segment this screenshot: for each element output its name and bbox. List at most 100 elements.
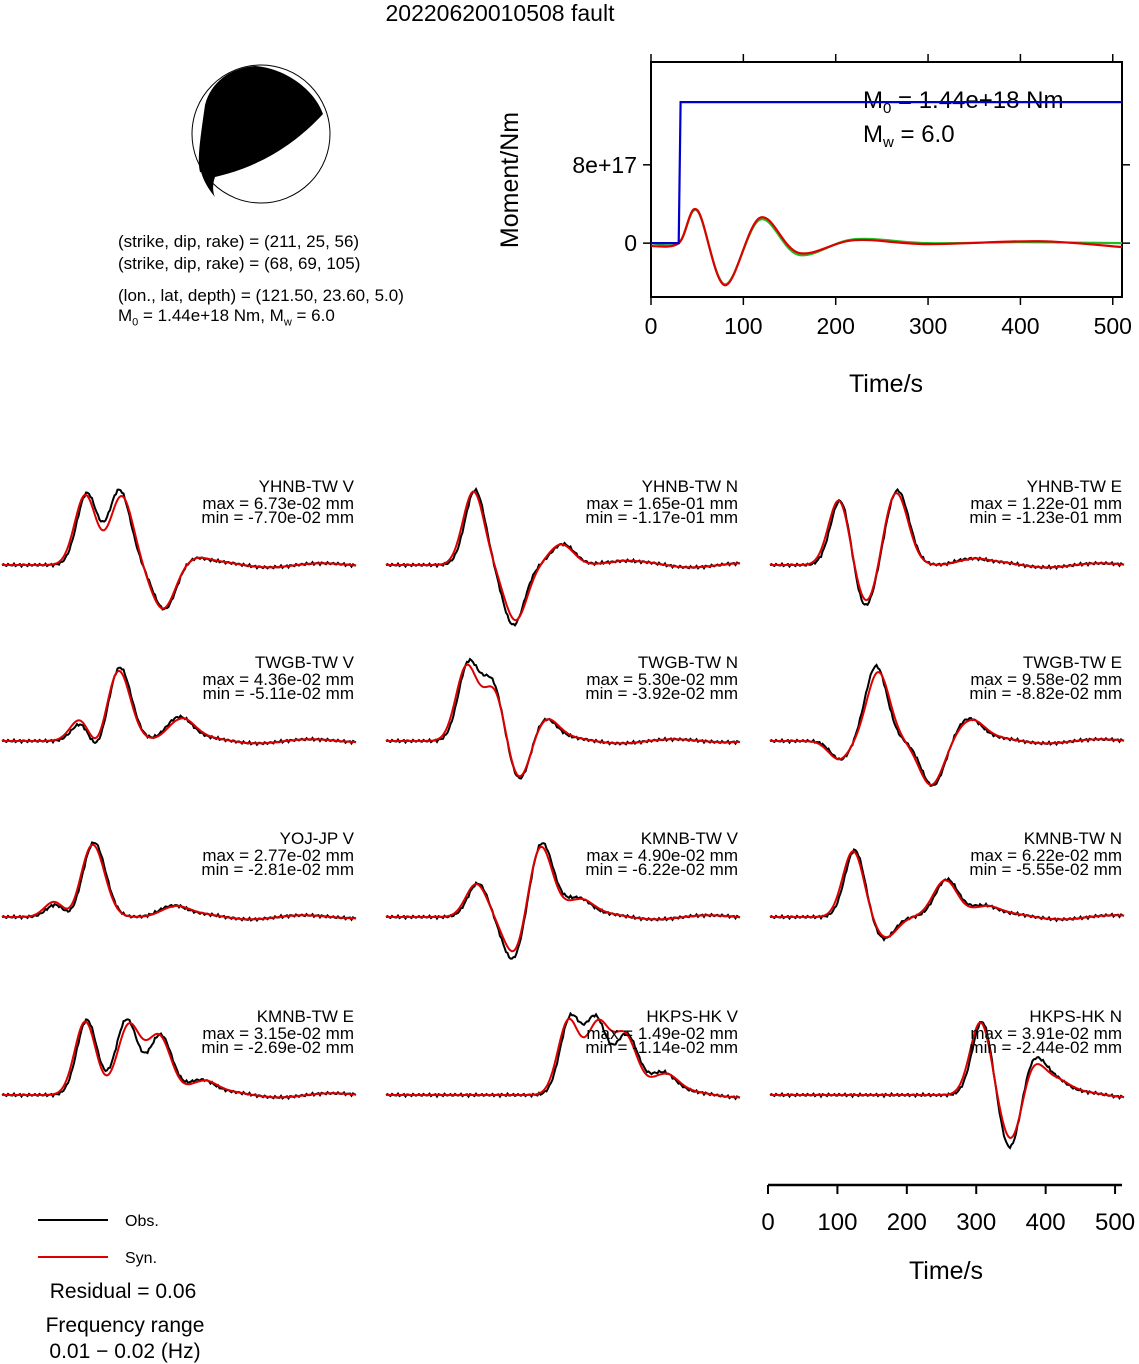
station-name: TWGB-TW E bbox=[1023, 653, 1122, 672]
moment-x-tick-label: 400 bbox=[1001, 313, 1039, 339]
legend-syn-label: Syn. bbox=[125, 1250, 157, 1267]
synthetic-waveform bbox=[386, 490, 741, 622]
legend: Obs. Syn. bbox=[38, 1213, 159, 1267]
moment-m0-label: M0 = 1.44e+18 Nm bbox=[863, 87, 1063, 117]
frequency-range-label: Frequency range bbox=[45, 1314, 205, 1337]
station-min: min = -1.14e-02 mm bbox=[585, 1038, 738, 1057]
time-axis-tick-label: 100 bbox=[817, 1209, 857, 1236]
moment-function-chart: Moment/Nm Time/s M0 = 1.44e+18 Nm Mw = 6… bbox=[496, 54, 1132, 398]
synthetic-waveform bbox=[770, 671, 1125, 786]
frequency-range-value: 0.01 − 0.02 (Hz) bbox=[49, 1340, 201, 1363]
station-min: min = -5.55e-02 mm bbox=[969, 860, 1122, 879]
event-location: (lon., lat, depth) = (121.50, 23.60, 5.0… bbox=[118, 286, 404, 305]
moment-plot-frame bbox=[650, 61, 1123, 298]
nodal-plane-1: (strike, dip, rake) = (211, 25, 56) bbox=[118, 232, 360, 251]
time-axis-tick-label: 400 bbox=[1026, 1209, 1066, 1236]
station-max: max = 5.30e-02 mm bbox=[586, 670, 738, 689]
station-name: HKPS-HK V bbox=[646, 1007, 738, 1026]
station-max: max = 6.73e-02 mm bbox=[202, 494, 354, 513]
station-max: max = 1.22e-01 mm bbox=[970, 494, 1122, 513]
station-min: min = -7.70e-02 mm bbox=[201, 508, 354, 527]
moment-function-line bbox=[651, 101, 1122, 245]
synthetic-waveform bbox=[386, 1017, 741, 1099]
station-max: max = 4.36e-02 mm bbox=[202, 670, 354, 689]
moment-y-tick-label: 0 bbox=[624, 230, 637, 256]
station-name: KMNB-TW N bbox=[1024, 829, 1122, 848]
time-axis-tick-label: 200 bbox=[887, 1209, 927, 1236]
time-axis-tick-label: 0 bbox=[761, 1209, 774, 1236]
station-max: max = 1.49e-02 mm bbox=[586, 1024, 738, 1043]
moment-y-tick-label: 8e+17 bbox=[572, 152, 637, 178]
station-name: YHNB-TW N bbox=[642, 477, 738, 496]
station-min: min = -5.11e-02 mm bbox=[203, 684, 354, 703]
station-min: min = -8.82e-02 mm bbox=[969, 684, 1122, 703]
station-max: max = 1.65e-01 mm bbox=[586, 494, 738, 513]
moment-x-tick-label: 500 bbox=[1094, 313, 1132, 339]
station-min: min = -2.69e-02 mm bbox=[201, 1038, 354, 1057]
station-max: max = 3.91e-02 mm bbox=[970, 1024, 1122, 1043]
moment-y-axis-label: Moment/Nm bbox=[496, 112, 524, 248]
station-min: min = -1.17e-01 mm bbox=[585, 508, 738, 527]
station-name: TWGB-TW V bbox=[255, 653, 355, 672]
moment-x-axis-label: Time/s bbox=[849, 370, 923, 398]
time-axis-tick-label: 500 bbox=[1095, 1209, 1135, 1236]
station-max: max = 3.15e-02 mm bbox=[202, 1024, 354, 1043]
station-name: YHNB-TW E bbox=[1027, 477, 1122, 496]
time-axis-tick-label: 300 bbox=[956, 1209, 996, 1236]
station-min: min = -2.81e-02 mm bbox=[201, 860, 354, 879]
moment-x-tick-label: 100 bbox=[724, 313, 762, 339]
residual-text: Residual = 0.06 bbox=[49, 1280, 197, 1303]
mechanism-text: (strike, dip, rake) = (211, 25, 56) (str… bbox=[118, 231, 404, 331]
synthetic-waveform bbox=[2, 843, 357, 921]
synthetic-waveform bbox=[2, 493, 357, 610]
station-min: min = -2.44e-02 mm bbox=[969, 1038, 1122, 1057]
station-name: HKPS-HK N bbox=[1029, 1007, 1122, 1026]
station-max: max = 9.58e-02 mm bbox=[970, 670, 1122, 689]
station-name: KMNB-TW E bbox=[257, 1007, 354, 1026]
synthetic-waveform bbox=[386, 845, 741, 953]
synthetic-waveform bbox=[770, 1021, 1125, 1139]
moment-x-tick-label: 300 bbox=[909, 313, 947, 339]
synthetic-waveform bbox=[2, 1020, 357, 1099]
station-name: YHNB-TW V bbox=[259, 477, 355, 496]
station-min: min = -6.22e-02 mm bbox=[585, 860, 738, 879]
station-name: YOJ-JP V bbox=[280, 829, 355, 848]
moment-x-tick-label: 200 bbox=[817, 313, 855, 339]
moment-rate-green-line bbox=[650, 208, 1123, 286]
station-max: max = 6.22e-02 mm bbox=[970, 846, 1122, 865]
nodal-plane-2: (strike, dip, rake) = (68, 69, 105) bbox=[118, 254, 361, 273]
synthetic-waveform bbox=[770, 492, 1125, 602]
moment-magnitude-text: M0 = 1.44e+18 Nm, Mw = 6.0 bbox=[118, 306, 335, 329]
synthetic-waveform bbox=[770, 850, 1125, 939]
moment-x-tick-label: 0 bbox=[645, 313, 658, 339]
compressional-quadrant bbox=[198, 66, 323, 177]
synthetic-waveform bbox=[386, 663, 741, 778]
page-title: 20220620010508 fault bbox=[385, 0, 615, 26]
station-max: max = 4.90e-02 mm bbox=[586, 846, 738, 865]
moment-mw-label: Mw = 6.0 bbox=[863, 121, 955, 151]
synthetic-waveform bbox=[2, 669, 357, 745]
station-max: max = 2.77e-02 mm bbox=[202, 846, 354, 865]
station-min: min = -1.23e-01 mm bbox=[969, 508, 1122, 527]
compressional-quadrant-small bbox=[199, 160, 215, 197]
legend-obs-label: Obs. bbox=[125, 1213, 159, 1230]
time-axis-label: Time/s bbox=[909, 1257, 983, 1285]
moment-rate-red-line bbox=[650, 207, 1123, 287]
station-min: min = -3.92e-02 mm bbox=[585, 684, 738, 703]
beachball-diagram bbox=[191, 64, 331, 204]
time-axis: Time/s 0 100 200 300 400 500 bbox=[761, 1183, 1135, 1285]
station-name: TWGB-TW N bbox=[638, 653, 738, 672]
